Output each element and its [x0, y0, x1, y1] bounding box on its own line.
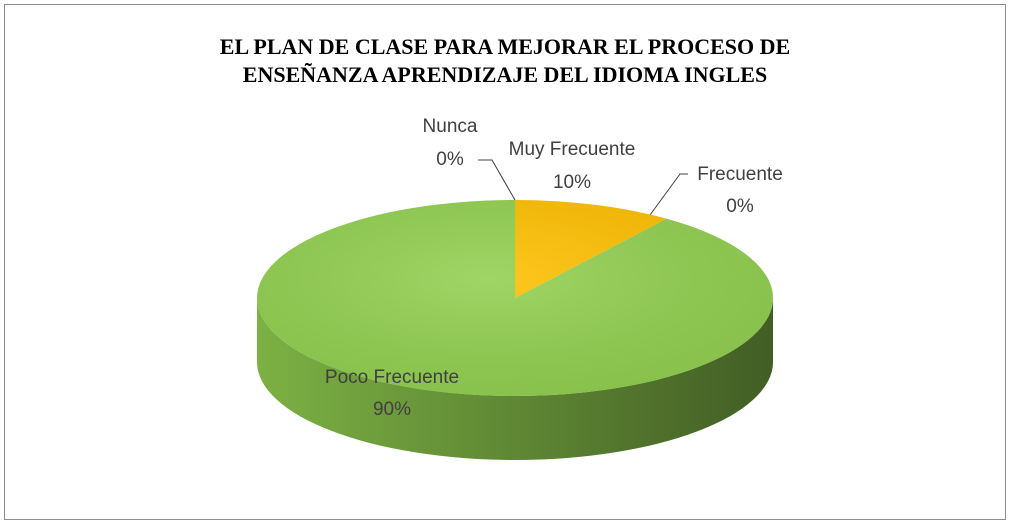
leader-line: [649, 173, 688, 216]
slice-label: Poco Frecuente: [325, 367, 459, 388]
slice-label: Frecuente: [697, 164, 783, 185]
chart-title: EL PLAN DE CLASE PARA MEJORAR EL PROCESO…: [220, 34, 790, 59]
leader-line: [478, 159, 516, 201]
slice-label: Muy Frecuente: [509, 139, 636, 160]
slice-value-label: 10%: [553, 172, 591, 193]
slice-side-shade: [257, 298, 773, 460]
slice-value-label: 0%: [726, 196, 754, 217]
slice-label: Nunca: [423, 116, 478, 137]
slice-value-label: 90%: [373, 399, 411, 420]
top-shade: [257, 200, 773, 396]
chart-title: ENSEÑANZA APRENDIZAJE DEL IDIOMA INGLES: [243, 62, 767, 87]
slice-value-label: 0%: [436, 149, 464, 170]
